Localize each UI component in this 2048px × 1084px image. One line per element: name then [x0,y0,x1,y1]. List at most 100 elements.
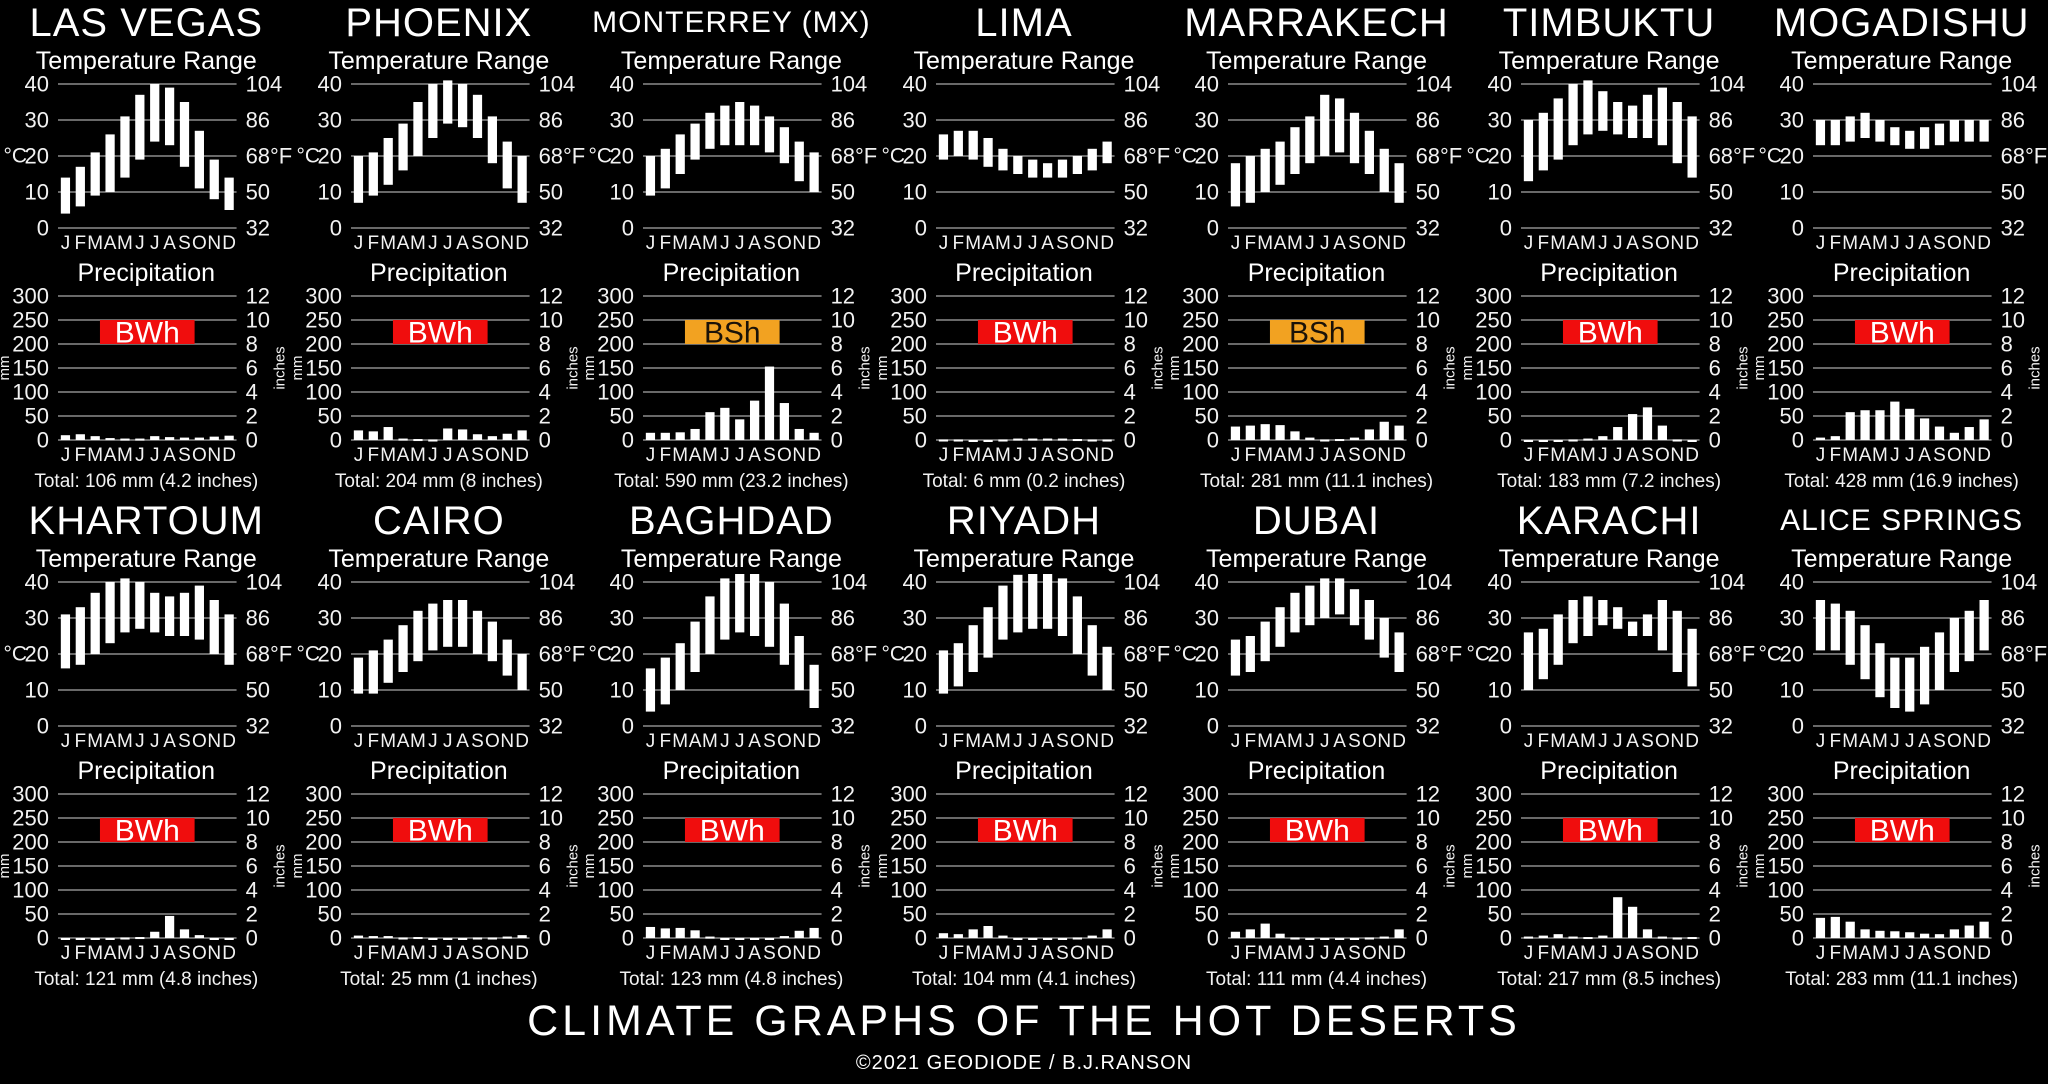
svg-text:32: 32 [1416,215,1440,240]
svg-text:J: J [1305,942,1315,963]
svg-text:J: J [443,233,453,254]
svg-text:0: 0 [1792,925,1804,950]
svg-text:100: 100 [12,379,49,404]
svg-text:250: 250 [597,805,634,830]
svg-text:J: J [1905,233,1915,254]
svg-text:F: F [1537,445,1549,466]
svg-text:J: J [1028,942,1038,963]
svg-text:BWh: BWh [1285,814,1350,847]
svg-text:M: M [380,942,396,963]
svg-text:104: 104 [2001,76,2038,97]
svg-text:BWh: BWh [115,317,180,350]
svg-text:mm: mm [0,853,13,878]
svg-text:10: 10 [317,179,341,204]
svg-text:2: 2 [246,901,258,926]
svg-text:104: 104 [1123,76,1160,97]
svg-text:N: N [207,730,221,751]
svg-text:J: J [428,730,438,751]
svg-text:J: J [720,233,730,254]
svg-text:68°F: 68°F [831,641,878,666]
svg-text:J: J [735,445,745,466]
svg-text:J: J [61,445,71,466]
svg-text:S: S [1934,233,1947,254]
svg-text:A: A [1041,730,1054,751]
svg-text:40: 40 [610,574,634,595]
svg-text:S: S [178,445,191,466]
svg-text:J: J [735,942,745,963]
svg-text:300: 300 [12,786,49,807]
svg-text:86: 86 [831,605,855,630]
svg-text:M: M [1550,233,1566,254]
svg-text:J: J [1320,233,1330,254]
svg-text:°C: °C [1759,145,1783,168]
svg-text:N: N [1085,730,1099,751]
svg-text:F: F [75,445,87,466]
svg-text:0: 0 [329,925,341,950]
svg-text:50: 50 [538,677,562,702]
svg-text:300: 300 [1183,786,1220,807]
svg-text:20: 20 [902,641,926,666]
svg-text:0: 0 [622,215,634,240]
svg-text:86: 86 [1416,108,1440,133]
svg-text:D: D [1685,942,1699,963]
svg-text:50: 50 [1487,901,1511,926]
svg-text:J: J [1598,730,1608,751]
svg-text:J: J [1013,730,1023,751]
svg-text:O: O [192,730,207,751]
svg-text:A: A [1919,233,1932,254]
svg-text:J: J [135,233,145,254]
svg-text:S: S [178,730,191,751]
svg-text:150: 150 [1475,853,1512,878]
svg-text:BWh: BWh [700,814,765,847]
svg-text:0: 0 [914,427,926,452]
svg-text:12: 12 [1416,786,1440,807]
svg-text:250: 250 [12,308,49,333]
svg-text:M: M [1550,730,1566,751]
svg-text:F: F [1830,445,1842,466]
svg-text:D: D [515,942,529,963]
svg-text:O: O [1070,445,1085,466]
svg-text:A: A [1041,233,1054,254]
svg-text:200: 200 [597,332,634,357]
svg-text:200: 200 [12,332,49,357]
svg-text:N: N [207,942,221,963]
svg-text:D: D [1685,445,1699,466]
svg-text:°C: °C [1174,145,1198,168]
svg-text:N: N [500,233,514,254]
svg-text:S: S [178,942,191,963]
svg-text:A: A [396,730,409,751]
svg-text:M: M [410,730,426,751]
svg-text:68°F: 68°F [1708,144,1755,169]
svg-text:30: 30 [902,108,926,133]
svg-text:10: 10 [1123,308,1147,333]
svg-text:inches: inches [564,346,581,389]
svg-text:6: 6 [246,853,258,878]
svg-text:10: 10 [25,677,49,702]
svg-text:M: M [965,445,981,466]
svg-text:M: M [1258,445,1274,466]
svg-text:200: 200 [12,829,49,854]
svg-text:S: S [471,730,484,751]
svg-text:S: S [1641,730,1654,751]
svg-text:mm: mm [293,356,306,381]
svg-text:D: D [1978,942,1992,963]
svg-text:40: 40 [1487,574,1511,595]
svg-text:200: 200 [305,829,342,854]
svg-text:F: F [660,445,672,466]
svg-text:2: 2 [2001,901,2013,926]
svg-text:150: 150 [305,853,342,878]
svg-text:86: 86 [538,605,562,630]
svg-text:0: 0 [1123,925,1135,950]
svg-text:86: 86 [1123,605,1147,630]
svg-text:J: J [1905,445,1915,466]
svg-text:J: J [353,233,363,254]
svg-text:mm: mm [1755,853,1768,878]
svg-text:O: O [1655,445,1670,466]
svg-text:150: 150 [1768,356,1805,381]
svg-text:10: 10 [902,677,926,702]
svg-text:104: 104 [538,76,575,97]
svg-text:D: D [1978,730,1992,751]
svg-text:6: 6 [2001,853,2013,878]
svg-text:F: F [75,233,87,254]
svg-text:10: 10 [1123,805,1147,830]
